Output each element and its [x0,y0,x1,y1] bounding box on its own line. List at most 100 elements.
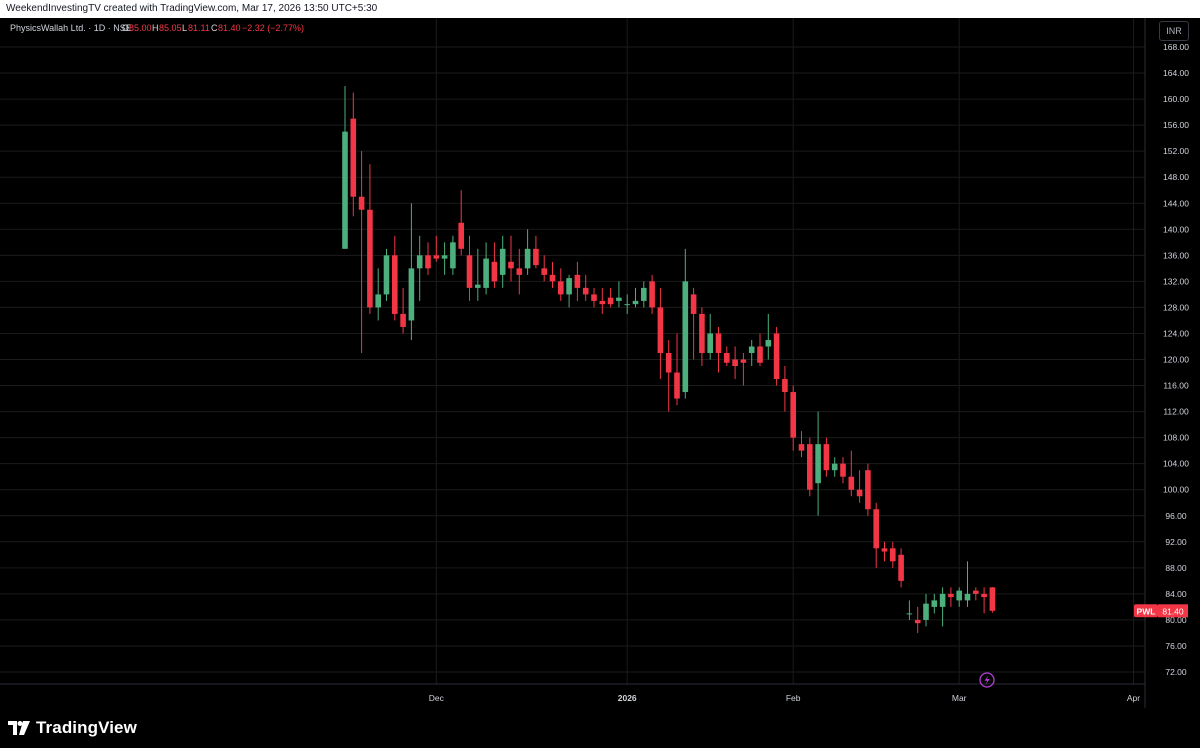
candle [873,502,879,568]
y-tick-label: 132.00 [1163,276,1189,286]
candle [400,287,406,334]
y-tick-label: 100.00 [1163,485,1189,495]
candle [906,600,913,620]
candle [757,333,763,367]
candle-body [508,261,514,269]
candle-body [558,281,564,295]
candle-body [898,554,904,581]
x-tick-label: 2026 [618,693,637,703]
candle-body [973,590,979,594]
candle-body [798,444,805,451]
currency-button[interactable]: INR [1159,21,1189,41]
y-tick-label: 124.00 [1163,328,1189,338]
legend-change: −2.32 (−2.77%) [242,23,304,33]
candle-body [383,255,390,295]
y-tick-label: 116.00 [1163,381,1189,391]
candle [549,261,556,288]
candle [914,606,921,633]
y-tick-label: 120.00 [1163,355,1189,365]
candle [358,151,365,353]
candle-body [375,294,381,308]
candle [350,92,357,217]
y-tick-label: 144.00 [1163,198,1189,208]
candle [408,203,415,340]
candle-body [483,258,489,288]
y-tick-label: 128.00 [1163,302,1189,312]
candle-body [516,268,523,275]
candle-body [757,346,763,363]
candle [823,437,830,477]
legend-symbol: PhysicsWallah Ltd. · 1D · NSE [10,23,132,33]
price-tag-symbol: PWL [1137,606,1156,616]
y-tick-label: 112.00 [1163,407,1189,417]
candle [898,548,904,588]
candle-body [989,587,996,611]
legend: PhysicsWallah Ltd. · 1D · NSE O 85.00 H … [10,23,304,33]
candle-body [906,613,913,615]
candle [375,268,381,321]
candle-body [657,307,664,353]
price-tag-value-bg [1158,604,1188,618]
candle [798,431,805,458]
y-tick-label: 72.00 [1165,667,1187,677]
candle [657,287,664,380]
candle-body [939,593,946,607]
candle-body [690,294,697,314]
candle [865,463,871,516]
y-tick-label: 108.00 [1163,433,1189,443]
candle-body [914,619,921,624]
candle [499,235,506,288]
candle [558,268,564,301]
candlestick-chart[interactable]: 72.00 76.00 80.00 84.00 88.00 92.00 96.00 100.0… [0,18,1200,708]
time-axis[interactable]: Dec 2026 Feb Mar Apr [429,693,1141,703]
candle-body [416,255,423,269]
candle-body [765,339,772,347]
candle-body [367,209,373,308]
candle-body [964,593,971,601]
candle-body [931,600,938,607]
candle [392,235,398,321]
x-tick-label: Mar [952,693,967,703]
candle [765,313,772,360]
tradingview-logo[interactable]: TradingView [8,718,137,738]
candle-body [956,590,962,601]
candle-body [541,268,547,275]
y-tick-label: 160.00 [1163,94,1189,104]
y-tick-label: 104.00 [1163,459,1189,469]
candle [964,561,971,607]
candle-body [408,268,415,321]
candle [533,235,539,269]
candle-body [425,255,431,269]
candle [815,411,821,516]
candles [342,86,996,633]
candle-body [458,222,464,249]
candle [607,287,614,308]
x-tick-label: Feb [786,693,801,703]
candle [931,593,938,614]
candle-body [823,444,830,471]
candle-body [616,297,622,301]
candle-body [499,248,506,275]
y-tick-label: 92.00 [1165,537,1187,547]
candle [989,587,996,613]
candle [699,307,705,367]
legend-low-label: L [182,23,187,33]
candle-body [641,287,647,301]
candle [981,587,987,614]
candle [831,457,838,477]
candle-body [624,304,630,306]
candle-body [549,274,556,282]
y-tick-label: 96.00 [1165,511,1187,521]
candle [715,326,722,373]
y-tick-label: 148.00 [1163,172,1189,182]
candle-body [748,346,755,353]
candle-body [890,548,896,562]
lightning-icon[interactable] [979,672,995,688]
candle [466,235,473,301]
candle-body [475,284,481,288]
candle [773,326,780,386]
candle [516,248,523,295]
price-axis[interactable]: 72.00 76.00 80.00 84.00 88.00 92.00 96.00 100.0… [1163,42,1189,677]
candle [416,235,423,301]
candle [890,541,896,568]
